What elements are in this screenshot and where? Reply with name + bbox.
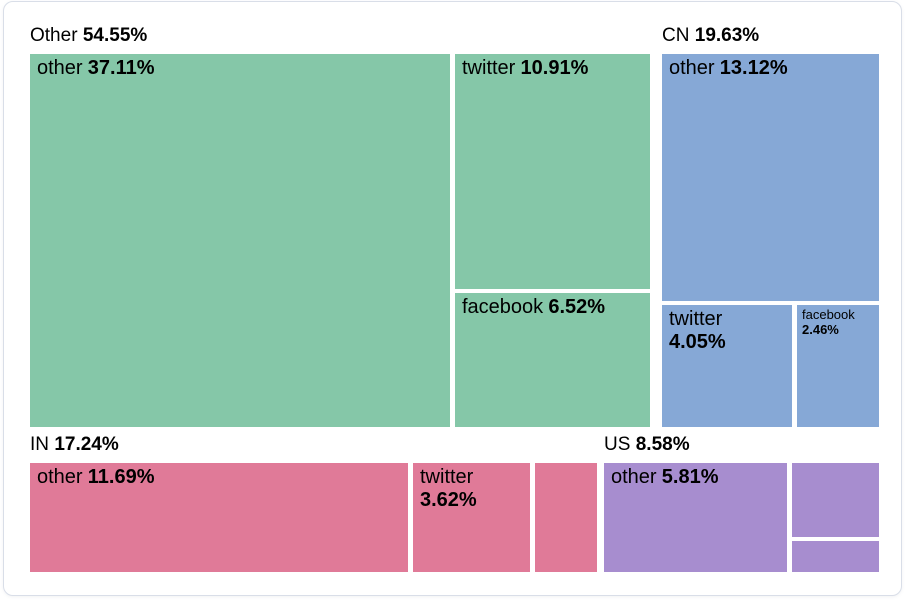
group-value: 8.58%: [635, 434, 690, 455]
cell-in-facebook[interactable]: [535, 463, 597, 572]
cell-value: 6.52%: [548, 296, 606, 318]
cell-name: other: [611, 466, 657, 488]
group-value: 54.55%: [82, 25, 148, 46]
group-name: Other: [30, 25, 78, 46]
cell-name: other: [669, 57, 715, 79]
group-value: 17.24%: [54, 434, 119, 455]
cell-value: 10.91%: [520, 57, 589, 79]
cell-name: twitter: [669, 308, 723, 330]
cell-value: 37.11%: [87, 57, 155, 79]
cell-value: 2.46%: [802, 322, 839, 338]
cell-name: facebook: [462, 296, 544, 318]
cell-in-twitter[interactable]: twitter 3.62%: [413, 463, 530, 572]
cell-name: other: [37, 466, 83, 488]
cell-other-facebook[interactable]: facebook 6.52%: [455, 293, 650, 427]
cell-us-other[interactable]: other 5.81%: [604, 463, 787, 572]
cell-value: 3.62%: [420, 489, 477, 512]
cell-name: twitter: [420, 466, 474, 488]
group-name: IN: [30, 434, 49, 455]
cell-value: 13.12%: [719, 57, 788, 79]
group-label-other: Other 54.55%: [30, 25, 147, 47]
group-label-us: US 8.58%: [604, 434, 690, 456]
cell-cn-facebook[interactable]: facebook 2.46%: [797, 305, 879, 427]
cell-cn-twitter[interactable]: twitter 4.05%: [662, 305, 792, 427]
cell-value: 11.69%: [87, 466, 155, 488]
cell-name: twitter: [462, 57, 516, 79]
cell-cn-other[interactable]: other 13.12%: [662, 54, 879, 301]
cell-value: 4.05%: [669, 331, 726, 354]
group-label-cn: CN 19.63%: [662, 25, 759, 47]
cell-us-facebook[interactable]: [792, 541, 879, 572]
cell-name: other: [37, 57, 83, 79]
cell-us-twitter[interactable]: [792, 463, 879, 537]
group-name: CN: [662, 25, 690, 46]
cell-name: facebook: [802, 307, 855, 322]
group-value: 19.63%: [694, 25, 760, 46]
group-name: US: [604, 434, 631, 455]
cell-other-twitter[interactable]: twitter 10.91%: [455, 54, 650, 289]
group-label-in: IN 17.24%: [30, 434, 119, 456]
cell-in-other[interactable]: other 11.69%: [30, 463, 408, 572]
cell-value: 5.81%: [661, 466, 719, 488]
cell-other-other[interactable]: other 37.11%: [30, 54, 450, 427]
